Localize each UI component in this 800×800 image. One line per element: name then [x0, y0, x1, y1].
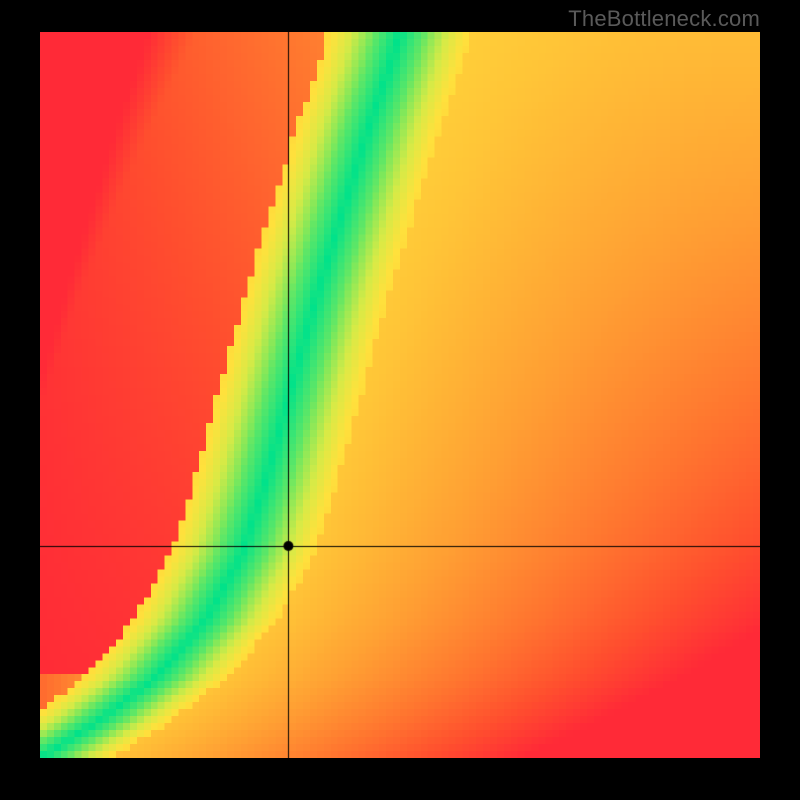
watermark-text: TheBottleneck.com: [568, 6, 760, 32]
crosshair-overlay: [40, 32, 760, 758]
figure-container: TheBottleneck.com: [0, 0, 800, 800]
